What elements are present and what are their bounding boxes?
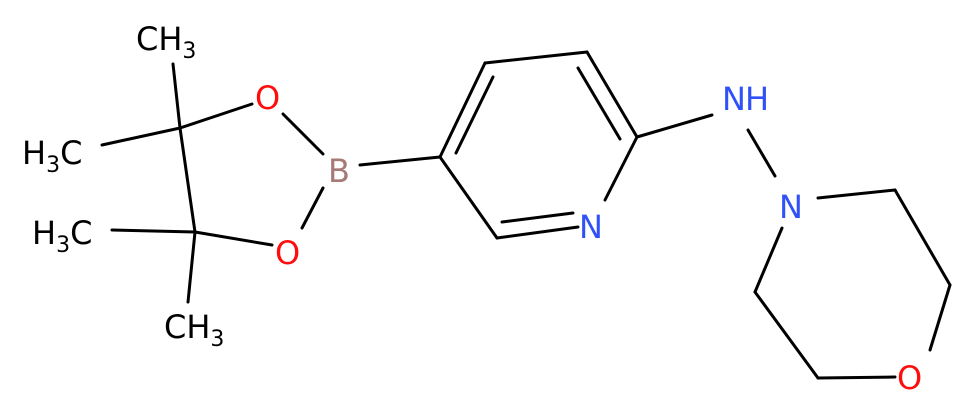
atom-label: CH3	[164, 308, 224, 352]
atom-label: N	[779, 188, 803, 226]
atom-label: N	[579, 208, 603, 246]
bonds	[100, 50, 952, 380]
atom-label: B	[328, 152, 350, 190]
atom-label: O	[897, 359, 922, 397]
atom-label: CH3	[136, 20, 196, 64]
atom-label: O	[275, 234, 300, 272]
atom-label: O	[255, 79, 280, 117]
atom-label: N	[722, 80, 746, 118]
atom-labels: CH3 H3C H3C CH3 O O B N N H N O	[22, 20, 922, 397]
atom-label: H	[745, 80, 769, 118]
atom-label: H3C	[32, 214, 92, 258]
atom-label: H3C	[22, 134, 82, 178]
